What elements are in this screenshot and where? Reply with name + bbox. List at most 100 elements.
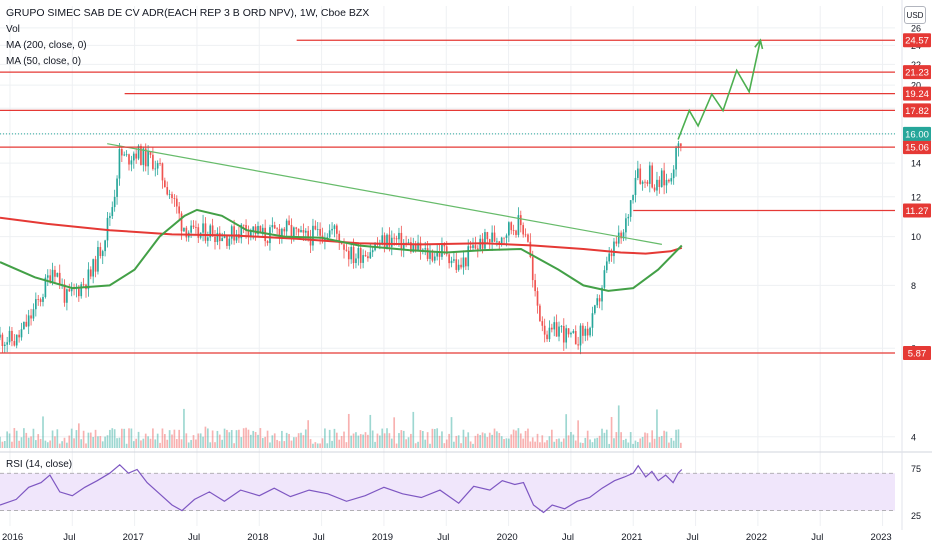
- volume-bar: [6, 431, 9, 448]
- candle-body: [582, 325, 584, 336]
- volume-bar: [555, 439, 558, 448]
- volume-bar: [347, 413, 350, 448]
- candle-body: [56, 272, 59, 277]
- currency-button[interactable]: USD: [904, 6, 926, 24]
- candle-body: [500, 237, 503, 244]
- time-tick-label: 2021: [621, 532, 642, 543]
- svg-text:24.57: 24.57: [905, 36, 929, 47]
- projection-path[interactable]: [677, 40, 762, 140]
- candle-body: [651, 165, 654, 188]
- volume-bar: [539, 442, 541, 448]
- candle-body: [204, 223, 207, 241]
- volume-bar: [185, 433, 188, 448]
- candle-body: [677, 143, 680, 148]
- candle-body: [610, 253, 613, 257]
- candle-body: [622, 232, 625, 239]
- volume-bar: [512, 429, 515, 448]
- volume-bar: [541, 435, 544, 448]
- svg-text:15.06: 15.06: [905, 143, 929, 154]
- candle-body: [474, 245, 477, 249]
- volume-bar: [8, 433, 11, 448]
- candle-body: [562, 325, 565, 343]
- volume-bar: [273, 433, 276, 448]
- volume-bar: [393, 417, 396, 448]
- volume-bar: [637, 441, 639, 448]
- volume-bar: [314, 442, 317, 448]
- volume-bar: [195, 439, 197, 448]
- volume-bar: [517, 428, 520, 448]
- candle-body: [627, 216, 630, 219]
- candle-body: [326, 237, 329, 239]
- last-price-badge: 16.00: [903, 126, 931, 141]
- candle-body: [118, 149, 121, 179]
- volume-bar: [467, 432, 470, 448]
- grid: [0, 6, 895, 526]
- vol-legend[interactable]: Vol: [6, 24, 20, 35]
- candle-body: [266, 241, 269, 244]
- volume-bar: [304, 429, 307, 448]
- time-tick-label: 2016: [2, 532, 23, 543]
- candle-body: [39, 299, 42, 302]
- candle-body: [70, 287, 73, 292]
- volume-bar: [171, 434, 173, 448]
- candle-body: [54, 269, 56, 277]
- volume-bar: [235, 430, 238, 448]
- volume-bar: [228, 432, 231, 448]
- candle-body: [166, 187, 169, 195]
- volume-bar: [319, 443, 321, 448]
- candle-body: [192, 225, 195, 228]
- symbol-title[interactable]: GRUPO SIMEC SAB DE CV ADR(EACH REP 3 B O…: [6, 7, 370, 19]
- time-tick-label: Jul: [687, 532, 699, 543]
- volume-bar: [350, 435, 353, 448]
- candle-body: [312, 225, 314, 246]
- volume-bar: [481, 432, 484, 448]
- volume-bar: [87, 432, 90, 448]
- volume-bar: [328, 429, 331, 448]
- volume-bar: [230, 430, 233, 448]
- volume-bar: [307, 420, 310, 448]
- candle-body: [152, 154, 154, 169]
- candle-body: [548, 327, 551, 340]
- price-badges: 24.57 21.23 19.24 17.82 15.06 11.27 5.87 16.00: [903, 33, 931, 360]
- candle-body: [496, 241, 498, 243]
- candle-body: [589, 327, 591, 336]
- candle-body: [333, 225, 336, 229]
- volume-bar: [560, 441, 563, 448]
- volume-bar: [173, 429, 176, 448]
- volume-bar: [106, 435, 109, 448]
- time-axis[interactable]: 2016 Jul 2017 Jul 2018 Jul 2019 Jul 2020 Jul 2021 J…: [2, 532, 892, 543]
- price-axis[interactable]: 468101214161820222426: [911, 23, 921, 442]
- rsi-legend[interactable]: RSI (14, close): [6, 459, 73, 470]
- candle-body: [259, 225, 262, 234]
- candle-body: [285, 220, 288, 232]
- candle-body: [467, 246, 470, 267]
- volume-bar: [443, 443, 446, 448]
- candle-body: [302, 230, 305, 233]
- candle-body: [1, 334, 4, 346]
- time-tick-label: 2019: [372, 532, 393, 543]
- volume-bar: [469, 441, 472, 448]
- volume-bar: [398, 433, 400, 448]
- ma200-legend[interactable]: MA (200, close, 0): [6, 40, 87, 51]
- volume-bar: [233, 443, 235, 448]
- volume-bar: [37, 434, 40, 448]
- candle-body: [293, 227, 295, 237]
- candle-body: [156, 163, 159, 169]
- volume-bar: [132, 441, 135, 448]
- candle-body: [424, 248, 427, 250]
- rsi-axis[interactable]: 25 75: [911, 464, 921, 521]
- candle-body: [173, 198, 176, 199]
- volume-bar: [381, 428, 384, 448]
- candle-body: [567, 328, 570, 335]
- volume-bar: [338, 439, 341, 448]
- volume-bar: [431, 428, 434, 448]
- candle-body: [51, 269, 54, 283]
- candle-body: [367, 256, 369, 259]
- trendline[interactable]: [107, 143, 663, 245]
- volume-bar: [386, 428, 388, 448]
- volume-bar: [648, 442, 651, 448]
- ma50-legend[interactable]: MA (50, close, 0): [6, 56, 82, 67]
- horizontal-levels[interactable]: [0, 39, 895, 354]
- volume-bar: [656, 409, 658, 448]
